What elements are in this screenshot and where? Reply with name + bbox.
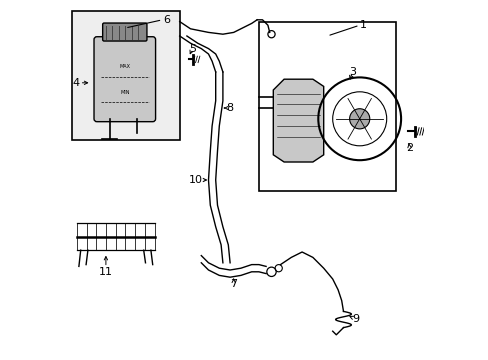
Text: 6: 6 [163,15,170,25]
Text: 7: 7 [230,279,237,289]
FancyBboxPatch shape [258,22,395,191]
Text: 10: 10 [188,175,203,185]
FancyBboxPatch shape [102,23,146,41]
Text: 3: 3 [348,67,355,77]
Circle shape [349,109,369,129]
Text: 8: 8 [226,103,233,113]
Text: MAX: MAX [119,64,130,69]
Polygon shape [273,79,323,162]
Text: MIN: MIN [120,90,129,95]
Text: 5: 5 [188,44,195,54]
Text: 11: 11 [99,267,113,277]
Text: 1: 1 [359,20,366,30]
Text: 9: 9 [352,314,359,324]
Text: 4: 4 [73,78,80,88]
FancyBboxPatch shape [94,37,155,122]
FancyBboxPatch shape [72,11,179,140]
Text: 2: 2 [405,143,412,153]
